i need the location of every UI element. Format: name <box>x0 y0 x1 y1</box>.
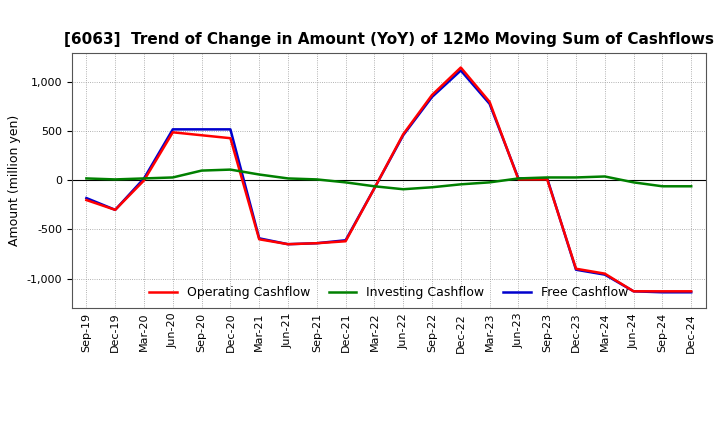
Investing Cashflow <box>341 180 350 185</box>
Free Cashflow <box>312 241 321 246</box>
Free Cashflow <box>600 272 609 277</box>
Free Cashflow <box>658 290 667 295</box>
Operating Cashflow <box>111 207 120 213</box>
Operating Cashflow <box>140 178 148 183</box>
Y-axis label: Amount (million yen): Amount (million yen) <box>8 115 21 246</box>
Investing Cashflow <box>600 174 609 179</box>
Operating Cashflow <box>312 241 321 246</box>
Operating Cashflow <box>284 242 292 247</box>
Free Cashflow <box>341 238 350 243</box>
Operating Cashflow <box>255 237 264 242</box>
Operating Cashflow <box>543 177 552 182</box>
Operating Cashflow <box>687 289 696 294</box>
Free Cashflow <box>572 267 580 272</box>
Operating Cashflow <box>226 136 235 141</box>
Investing Cashflow <box>485 180 494 185</box>
Investing Cashflow <box>572 175 580 180</box>
Free Cashflow <box>370 186 379 191</box>
Operating Cashflow <box>341 238 350 244</box>
Title: [6063]  Trend of Change in Amount (YoY) of 12Mo Moving Sum of Cashflows: [6063] Trend of Change in Amount (YoY) o… <box>64 33 714 48</box>
Free Cashflow <box>140 176 148 181</box>
Investing Cashflow <box>687 183 696 189</box>
Investing Cashflow <box>226 167 235 172</box>
Operating Cashflow <box>658 289 667 294</box>
Operating Cashflow <box>399 132 408 137</box>
Investing Cashflow <box>456 182 465 187</box>
Free Cashflow <box>485 101 494 106</box>
Investing Cashflow <box>82 176 91 181</box>
Investing Cashflow <box>658 183 667 189</box>
Free Cashflow <box>399 132 408 138</box>
Operating Cashflow <box>572 266 580 271</box>
Investing Cashflow <box>111 177 120 182</box>
Investing Cashflow <box>197 168 206 173</box>
Investing Cashflow <box>168 175 177 180</box>
Investing Cashflow <box>428 185 436 190</box>
Operating Cashflow <box>600 271 609 276</box>
Investing Cashflow <box>629 180 638 185</box>
Free Cashflow <box>255 236 264 241</box>
Operating Cashflow <box>428 92 436 98</box>
Operating Cashflow <box>456 65 465 70</box>
Operating Cashflow <box>629 289 638 294</box>
Investing Cashflow <box>255 172 264 177</box>
Operating Cashflow <box>197 132 206 138</box>
Free Cashflow <box>543 176 552 181</box>
Operating Cashflow <box>370 186 379 191</box>
Free Cashflow <box>687 290 696 295</box>
Free Cashflow <box>197 127 206 132</box>
Free Cashflow <box>111 207 120 213</box>
Free Cashflow <box>82 195 91 201</box>
Free Cashflow <box>514 176 523 181</box>
Line: Investing Cashflow: Investing Cashflow <box>86 169 691 189</box>
Operating Cashflow <box>82 198 91 203</box>
Operating Cashflow <box>168 130 177 135</box>
Free Cashflow <box>456 68 465 73</box>
Free Cashflow <box>284 242 292 247</box>
Investing Cashflow <box>514 176 523 181</box>
Investing Cashflow <box>140 176 148 181</box>
Investing Cashflow <box>399 187 408 192</box>
Operating Cashflow <box>514 177 523 182</box>
Operating Cashflow <box>485 99 494 105</box>
Free Cashflow <box>629 289 638 294</box>
Investing Cashflow <box>370 183 379 189</box>
Investing Cashflow <box>312 177 321 182</box>
Line: Operating Cashflow: Operating Cashflow <box>86 67 691 291</box>
Free Cashflow <box>226 127 235 132</box>
Line: Free Cashflow: Free Cashflow <box>86 70 691 292</box>
Free Cashflow <box>168 127 177 132</box>
Free Cashflow <box>428 94 436 99</box>
Legend: Operating Cashflow, Investing Cashflow, Free Cashflow: Operating Cashflow, Investing Cashflow, … <box>145 281 633 304</box>
Investing Cashflow <box>284 176 292 181</box>
Investing Cashflow <box>543 175 552 180</box>
